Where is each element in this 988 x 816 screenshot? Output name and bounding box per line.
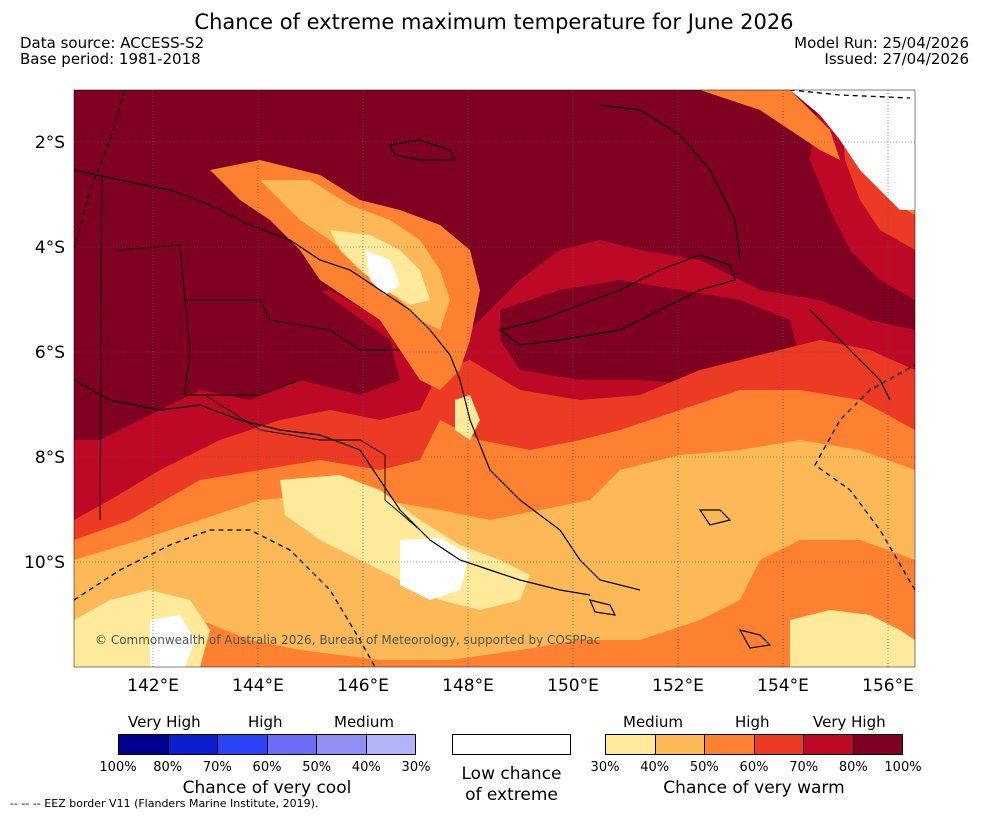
longitude-labels: 142°E 144°E 146°E 148°E 150°E 152°E 154°…	[127, 676, 914, 696]
warm-caption: Chance of very warm	[663, 778, 845, 798]
data-source-text: Data source: ACCESS-S2	[20, 34, 205, 52]
map-frame	[73, 89, 916, 668]
coastlines	[74, 104, 891, 649]
cool-header-very-high: Very High	[128, 713, 201, 731]
legend-tick: 100%	[884, 760, 922, 775]
base-period-text: Base period: 1981-2018	[20, 50, 201, 68]
gridlines	[74, 90, 915, 667]
lon-label: 146°E	[337, 676, 389, 696]
metadata-left: Data source: ACCESS-S2 Base period: 1981…	[20, 35, 204, 67]
legend-tick: 60%	[252, 760, 282, 775]
legend-swatch	[267, 735, 317, 754]
legend-swatch	[119, 735, 169, 754]
legend-swatch	[655, 735, 705, 754]
copyright-text: © Commonwealth of Australia 2026, Bureau…	[95, 633, 601, 647]
lon-label: 144°E	[232, 676, 284, 696]
low-chance-swatch	[452, 734, 571, 755]
legend-swatch	[606, 735, 656, 754]
legend-tick: 100%	[99, 760, 137, 775]
legend-swatch	[754, 735, 804, 754]
lon-label: 154°E	[757, 676, 809, 696]
legend-tick: 50%	[302, 760, 332, 775]
legend-swatch	[366, 735, 415, 754]
legend-tick: 70%	[202, 760, 232, 775]
metadata-right: Model Run: 25/04/2026 Issued: 27/04/2026	[794, 35, 969, 67]
warm-header-very-high: Very High	[813, 713, 886, 731]
lon-label: 156°E	[862, 676, 914, 696]
legend-tick: 30%	[401, 760, 431, 775]
low-chance-line2: of extreme	[465, 785, 558, 805]
low-chance-region	[790, 90, 915, 210]
legend-swatch	[804, 735, 854, 754]
eez-borders	[74, 90, 915, 667]
warm-colorbar	[605, 734, 903, 755]
lon-label: 150°E	[547, 676, 599, 696]
model-run-text: Model Run: 25/04/2026	[794, 34, 969, 52]
legend-swatch	[705, 735, 755, 754]
cool-colorbar	[118, 734, 416, 755]
province-boundaries	[99, 174, 421, 531]
low-chance-caption: Low chance of extreme	[452, 764, 571, 806]
latitude-labels: 2°S 4°S 6°S 8°S 10°S	[24, 133, 65, 573]
issued-text: Issued: 27/04/2026	[824, 50, 969, 68]
legend-tick: 60%	[739, 760, 769, 775]
cool-header-medium: Medium	[334, 713, 394, 731]
lat-label: 2°S	[35, 133, 65, 153]
legend-tick: 70%	[789, 760, 819, 775]
legend-swatch	[168, 735, 218, 754]
legend-tick: 80%	[838, 760, 868, 775]
legend-swatch	[317, 735, 367, 754]
legend-tick: 50%	[689, 760, 719, 775]
legend-tick: 80%	[153, 760, 183, 775]
band-40-50	[74, 440, 915, 667]
legend-swatch	[218, 735, 268, 754]
lat-label: 4°S	[35, 238, 65, 258]
map-plot-area	[74, 90, 915, 667]
lon-label: 152°E	[652, 676, 704, 696]
map-title: Chance of extreme maximum temperature fo…	[194, 10, 794, 34]
low-chance-line1: Low chance	[461, 764, 562, 784]
cool-header-high: High	[248, 713, 283, 731]
legend-tick: 40%	[351, 760, 381, 775]
legend-tick: 40%	[640, 760, 670, 775]
warm-header-high: High	[735, 713, 770, 731]
lat-label: 6°S	[35, 343, 65, 363]
legend-swatch	[853, 735, 902, 754]
cool-caption: Chance of very cool	[182, 778, 352, 798]
lat-label: 8°S	[35, 448, 65, 468]
eez-note: -- -- -- EEZ border V11 (Flanders Marine…	[10, 797, 319, 810]
lon-label: 142°E	[127, 676, 179, 696]
lat-label: 10°S	[24, 553, 65, 573]
legend-tick: 30%	[590, 760, 620, 775]
lon-label: 148°E	[442, 676, 494, 696]
warm-header-medium: Medium	[623, 713, 683, 731]
